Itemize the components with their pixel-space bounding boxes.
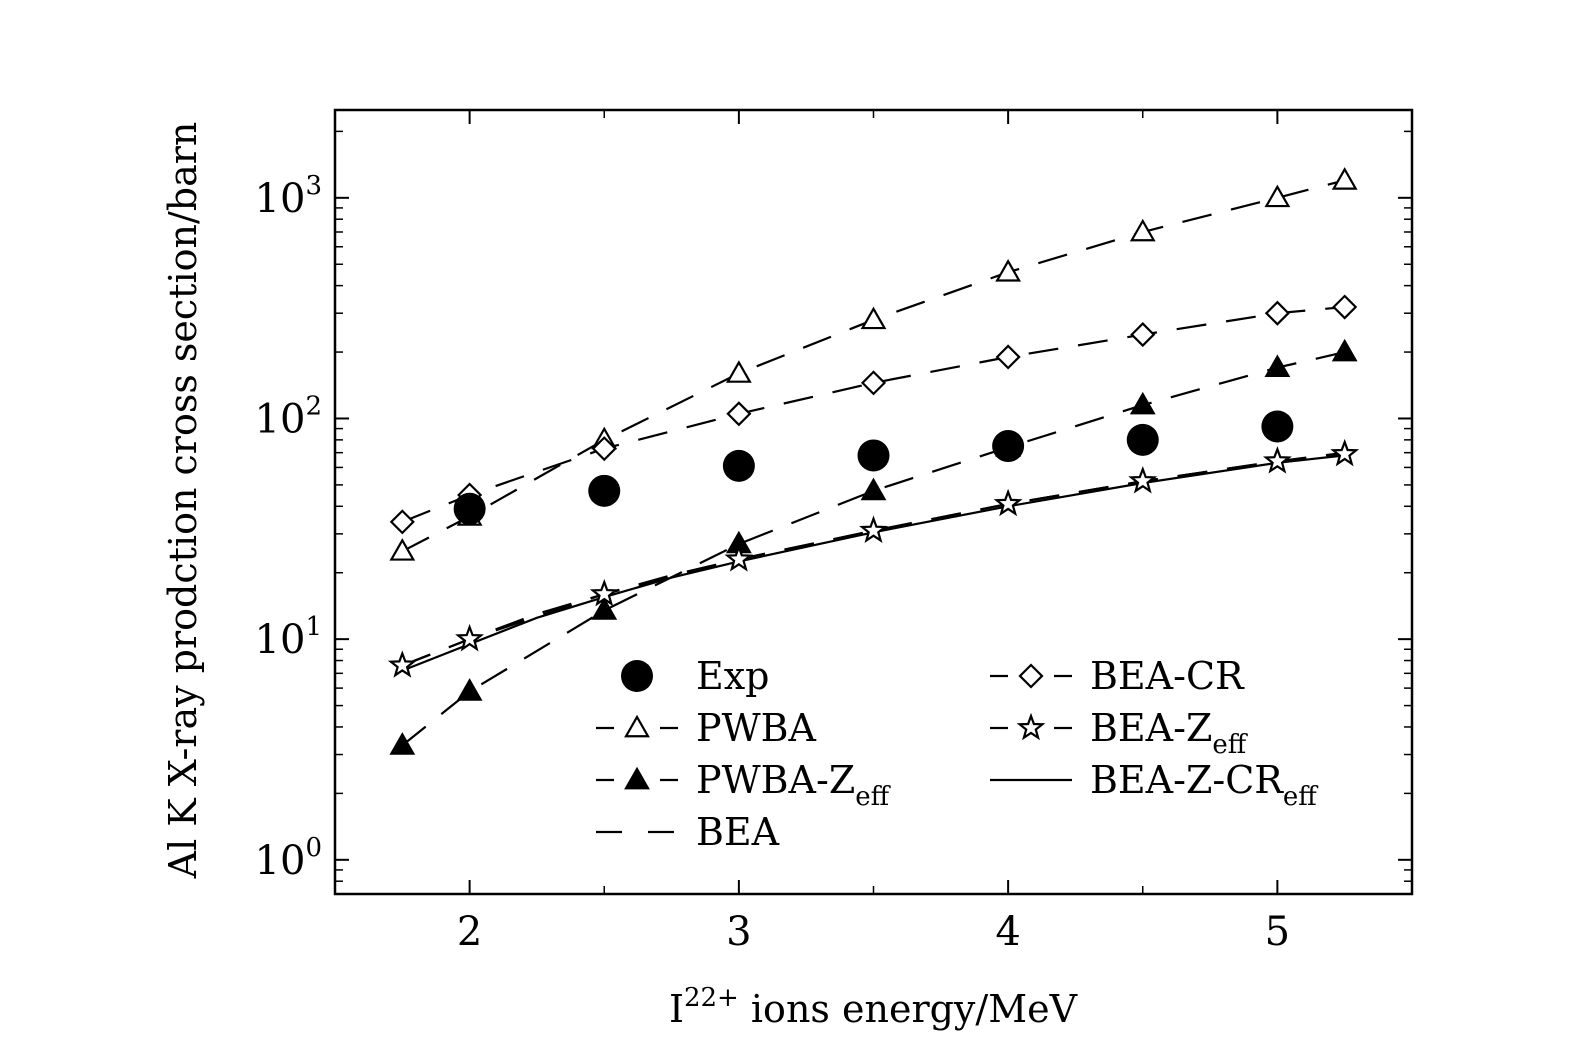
data-point-pwba-zeff <box>456 678 483 701</box>
data-point-pwba <box>995 259 1022 282</box>
data-point-bea-cr <box>995 344 1021 370</box>
series-layer <box>387 167 1360 755</box>
y-axis-ticks: 100 101 102 103 <box>255 130 1412 895</box>
data-point-bea-zeff <box>859 515 888 543</box>
data-point-exp <box>722 449 755 482</box>
y-tick-label: 101 <box>255 612 322 663</box>
data-point-pwba-zeff <box>860 477 887 501</box>
data-point-pwba <box>1129 218 1156 242</box>
data-point-bea-cr <box>1264 300 1290 326</box>
data-point-exp <box>857 439 890 472</box>
y-tick-label: 102 <box>255 391 322 442</box>
data-point-exp <box>453 492 486 525</box>
series-bea-cr <box>389 294 1358 535</box>
series-line-bea-zeff <box>401 452 1345 667</box>
legend-marker-pwba-zeff <box>624 766 650 790</box>
data-point-pwba-zeff <box>1331 338 1358 362</box>
data-point-bea-cr <box>1130 322 1156 348</box>
series-line-pwba-zeff <box>401 351 1345 747</box>
data-point-bea-zeff <box>1330 438 1360 467</box>
data-point-bea-zeff <box>589 578 619 607</box>
data-point-exp <box>992 430 1025 463</box>
data-point-bea-cr <box>591 436 617 462</box>
x-tick-label: 2 <box>457 909 482 955</box>
legend-entry-bea-zeff: BEA-Zeff <box>990 706 1249 760</box>
series-line-bea-cr <box>401 305 1345 523</box>
data-point-bea-cr <box>860 370 887 396</box>
x-tick-label: 5 <box>1265 909 1290 955</box>
data-point-pwba <box>389 538 416 561</box>
data-point-bea-cr <box>389 509 415 535</box>
data-point-exp <box>588 474 621 507</box>
legend-entry-pwba-zeff: PWBA-Zeff <box>596 758 892 812</box>
legend-entry-bea: BEA <box>596 810 780 854</box>
data-point-exp <box>1126 423 1159 456</box>
legend-marker-bea-cr <box>1018 663 1044 689</box>
data-point-pwba-zeff <box>591 597 618 620</box>
legend-marker-exp <box>621 660 653 692</box>
legend-label-bea-zeff: BEA-Zeff <box>1090 706 1249 760</box>
legend-marker-pwba <box>624 714 650 738</box>
legend-label-bea: BEA <box>696 810 780 854</box>
legend-label-exp: Exp <box>696 654 770 698</box>
legend-label-bea-z-creff: BEA-Z-CReff <box>1090 758 1319 812</box>
y-axis-title: Al K X-ray prodction cross section/barn <box>161 122 205 880</box>
legend-entry-pwba: PWBA <box>596 706 817 750</box>
data-point-exp <box>1261 410 1294 443</box>
data-point-bea-cr <box>726 401 752 427</box>
series-pwba <box>389 167 1358 561</box>
legend-label-pwba-zeff: PWBA-Zeff <box>696 758 892 812</box>
data-point-pwba <box>860 306 887 330</box>
data-point-bea-zeff <box>1263 446 1292 474</box>
x-tick-label: 3 <box>726 909 751 955</box>
data-point-bea-zeff <box>724 544 754 572</box>
series-bea-zeff <box>387 438 1360 678</box>
y-tick-label: 103 <box>255 171 322 222</box>
data-point-bea-zeff <box>993 488 1023 517</box>
data-point-pwba-zeff <box>1264 354 1291 377</box>
data-point-pwba-zeff <box>389 732 416 755</box>
data-point-bea-cr <box>1332 294 1358 320</box>
series-exp <box>453 410 1294 525</box>
x-axis-title: I22+ ions energy/MeV <box>669 983 1078 1031</box>
y-tick-label: 100 <box>255 833 322 884</box>
legend-label-bea-cr: BEA-CR <box>1090 654 1245 698</box>
data-point-bea-zeff <box>455 623 484 652</box>
data-point-pwba <box>1331 167 1358 190</box>
data-point-bea-zeff <box>1128 466 1158 494</box>
legend-label-pwba: PWBA <box>696 706 817 750</box>
legend-marker-bea-zeff <box>1016 712 1046 741</box>
data-point-pwba <box>1264 184 1291 208</box>
x-tick-label: 4 <box>995 909 1020 955</box>
legend-entry-exp: Exp <box>621 654 770 698</box>
data-point-pwba <box>725 360 752 383</box>
data-point-pwba-zeff <box>1129 391 1156 415</box>
legend-entry-bea-cr: BEA-CR <box>990 654 1245 698</box>
data-point-bea-zeff <box>387 650 417 678</box>
x-axis-ticks: 2 3 4 5 <box>457 110 1290 955</box>
legend-entry-bea-z-creff: BEA-Z-CReff <box>990 758 1319 812</box>
